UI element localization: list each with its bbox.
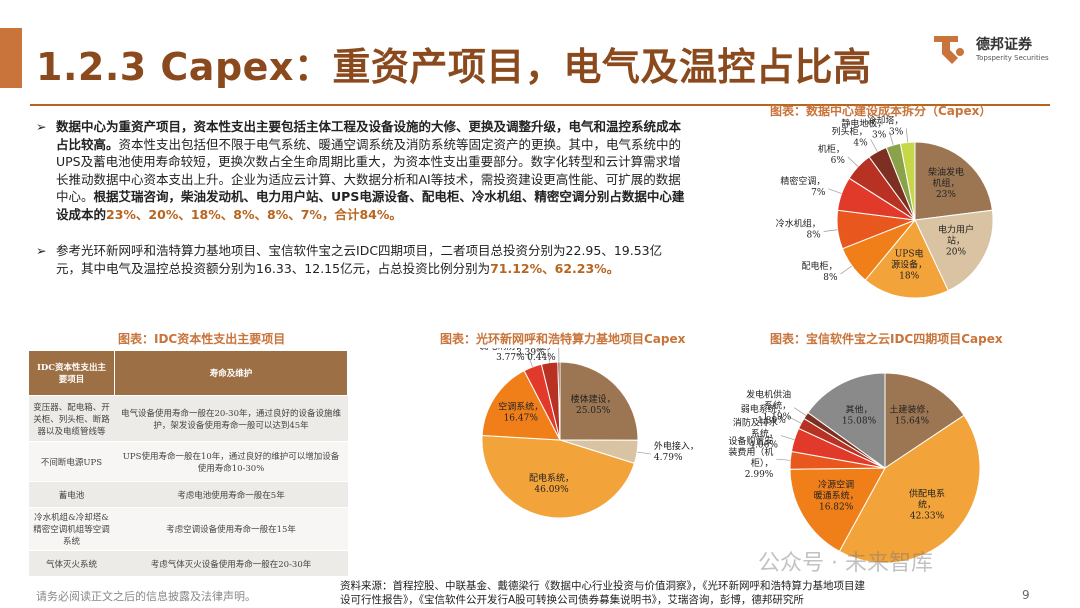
table-cell: 气体灭火系统 (28, 550, 115, 577)
pie-chart-hohhot-capex: 楼体建设， 25.05% 外电接入， 4.79% 配电系统， 46.09% 空调系统， 16.… (480, 348, 699, 519)
header-divider (30, 104, 1050, 106)
source-line-1: 资料来源：首程控股、中联基金、戴德梁行《数据中心行业投资与价值洞察》，《光环新网… (340, 580, 865, 592)
slice-label: UPS电源设备， 18% (891, 247, 927, 281)
slice-label: 静电地板， 3% (841, 118, 886, 141)
disclaimer-text: 请务必阅读正文之后的信息披露及法律声明。 (36, 590, 256, 603)
leader-line (870, 139, 878, 152)
bullet-item-2: ➢ 参考光环新网呼和浩特算力基地项目、宝信软件宝之云IDC四期项目，二者项目总投… (36, 242, 686, 277)
leader-line (547, 348, 550, 363)
slice-label: 设备购置安装费用（机柜）， 2.99% (728, 435, 773, 480)
arrow-bullet-icon: ➢ (36, 243, 47, 258)
source-line-2: 设可行性报告》，《宝信软件公开发行A股可转换公司债券募集说明书》，艾瑞咨询，彭博… (340, 594, 804, 606)
slice-label: 机房配套，3.39% (500, 348, 545, 358)
leader-line (888, 131, 894, 146)
table-cell: 冷水机组&冷却塔&精密空调机组等空调系统 (28, 507, 115, 551)
leader-line (776, 458, 791, 461)
bullet-2-percentages: 71.12%、62.23%。 (490, 260, 620, 276)
pie-chart-dc-capex: 柴油发电机组， 23% 电力用户站， 20% UPS电源设备， 18% 配电柜， 8% 冷水机组… (776, 116, 994, 299)
leader-line (637, 451, 651, 455)
slice-label: 电力用户站， 20% (938, 224, 974, 258)
table-row: 变压器、配电箱、开关柜、列头柜、断路器以及电缆管线等 电气设备使用寿命一般在20… (28, 395, 348, 442)
leader-line (527, 353, 533, 368)
slice-label: 土建装修， 15.64% (889, 404, 934, 427)
slice-label: 冷源空调暖通系统， 16.82% (814, 478, 859, 512)
slice-label: 冷却塔， 3% (867, 116, 903, 137)
source-note: 资料来源：首程控股、中联基金、戴德梁行《数据中心行业投资与价值洞察》，《光环新网… (340, 579, 980, 607)
idc-capex-table: IDC资本性支出主要项目 寿命及维护 变压器、配电箱、开关柜、列头柜、断路器以及… (28, 350, 348, 577)
bullet-1-percentages: 23%、20%、18%、8%、8%、7%，合计84%。 (106, 206, 402, 222)
figure-3-title: 图表：光环新网呼和浩特算力基地项目Capex (440, 332, 686, 346)
slice-label: 弱电消防，3.77% (480, 348, 525, 363)
leader-line (828, 188, 842, 194)
slice-label: 弱电系统， 1.89% (741, 403, 786, 426)
leader-line (847, 156, 859, 167)
bullet-1-body: 资本性支出包括但不限于电气系统、暖通空调系统及消防系统等固定资产的更换。其中，电… (56, 136, 682, 205)
bullet-1-lead: 数据中心为重资产项目，资本性支出主要包括主体工程及设备设施的大修、更换及调整升级… (56, 119, 682, 152)
brand-name: 德邦证券 (976, 37, 1032, 53)
slice-label: 精密空调， 7% (780, 175, 825, 198)
table-header-cell: IDC资本性支出主要项目 (28, 350, 115, 396)
table-header-row: IDC资本性支出主要项目 寿命及维护 (28, 350, 348, 396)
slice-label: 列头柜， 4% (832, 125, 868, 148)
title-accent-bar (0, 28, 22, 88)
figure-4-title: 图表：宝信软件宝之云IDC四期项目Capex (770, 332, 1003, 346)
figure-1-title: 图表：数据中心建设成本拆分（Capex） (770, 104, 992, 118)
table-row: 蓄电池 考虑电池使用寿命一般在5年 (28, 481, 348, 508)
table-row: 不间断电源UPS UPS使用寿命一般在10年，通过良好的维护可以增加设备使用寿命… (28, 441, 348, 482)
table-cell: 考虑气体灭火设备使用寿命一般在20-30年 (114, 550, 348, 577)
figure-2-title: 图表：IDC资本性支出主要项目 (118, 332, 286, 346)
pie-slice (481, 434, 636, 519)
slice-label: 机柜， 6% (818, 143, 845, 166)
leader-line (840, 265, 853, 275)
bullet-2-body: 参考光环新网呼和浩特算力基地项目、宝信软件宝之云IDC四期项目，二者项目总投资分… (56, 243, 663, 276)
watermark: 公众号 · 未来智库 (758, 551, 933, 576)
pie-slice (559, 361, 639, 441)
table-cell: UPS使用寿命一般在10年，通过良好的维护可以增加设备使用寿命10-30% (114, 441, 348, 482)
bullet-item-1: ➢ 数据中心为重资产项目，资本性支出主要包括主体工程及设备设施的大修、更换及调整… (36, 118, 686, 223)
table-row: 气体灭火系统 考虑气体灭火设备使用寿命一般在20-30年 (28, 550, 348, 577)
slice-label: 铺底流动资金，0.44% (511, 348, 556, 363)
pie-slice (884, 372, 965, 469)
table-cell: 考虑电池使用寿命一般在5年 (114, 481, 348, 508)
pie-slice (864, 219, 949, 299)
brand-logo-icon (930, 30, 970, 70)
pie-slice (838, 414, 981, 564)
slice-label: 供配电系统， 42.33% (909, 488, 945, 522)
bullet-1-tail: 根据艾瑞咨询，柴油发动机、电力用户站、UPS电源设备、配电柜、冷水机组、精密空调… (56, 189, 685, 222)
slice-label: 配电柜， 8% (802, 260, 838, 283)
page-title: 1.2.3 Capex：重资产项目，电气及温控占比高 (36, 45, 872, 89)
pie-slice (481, 370, 561, 441)
table-cell: 不间断电源UPS (28, 441, 115, 482)
slice-label: 空调系统， 16.47% (498, 401, 543, 424)
slice-label: 柴油发电机组， 23% (928, 166, 964, 200)
pie-slice (789, 467, 886, 553)
slice-label: 楼体建设， 25.05% (571, 393, 616, 416)
table-cell: 蓄电池 (28, 481, 115, 508)
arrow-bullet-icon: ➢ (36, 119, 47, 134)
leader-line (780, 435, 795, 441)
table-cell: 考虑空调设备使用寿命一般在15年 (114, 507, 348, 551)
table-cell: 变压器、配电箱、开关柜、列头柜、断路器以及电缆管线等 (28, 395, 115, 442)
table-row: 冷水机组&冷却塔&精密空调机组等空调系统 考虑空调设备使用寿命一般在15年 (28, 507, 348, 551)
table-cell: 电气设备使用寿命一般在20-30年，通过良好的设备设施维护，架发设备使用寿命一般… (114, 395, 348, 442)
slice-label: 配电系统， 46.09% (529, 472, 574, 495)
pie-chart-baoxin-capex: 土建装修， 15.64% 供配电系统， 42.33% 冷源空调暖通系统， 16.82% 设备… (728, 372, 981, 564)
slice-label: 消防及排水系统， 4.06% (733, 417, 778, 451)
pie-slice (807, 372, 886, 469)
table-header-cell: 寿命及维护 (114, 350, 348, 396)
leader-line (905, 128, 909, 143)
brand: 德邦证券 Topsperity Securities (930, 30, 1070, 70)
slice-label: 发电机供油系统， 1.19% (746, 389, 791, 423)
pie-slice (914, 209, 994, 292)
page-number: 9 (1022, 588, 1030, 602)
pie-slice (914, 141, 993, 221)
slice-label: 外电接入， 4.79% (654, 440, 699, 463)
leader-line (823, 229, 838, 232)
leader-line (793, 407, 807, 416)
brand-english-name: Topsperity Securities (976, 54, 1049, 62)
leader-line (788, 416, 802, 424)
slice-label: 冷水机组， 8% (776, 218, 821, 241)
slice-label: 其他， 15.08% (842, 403, 877, 426)
